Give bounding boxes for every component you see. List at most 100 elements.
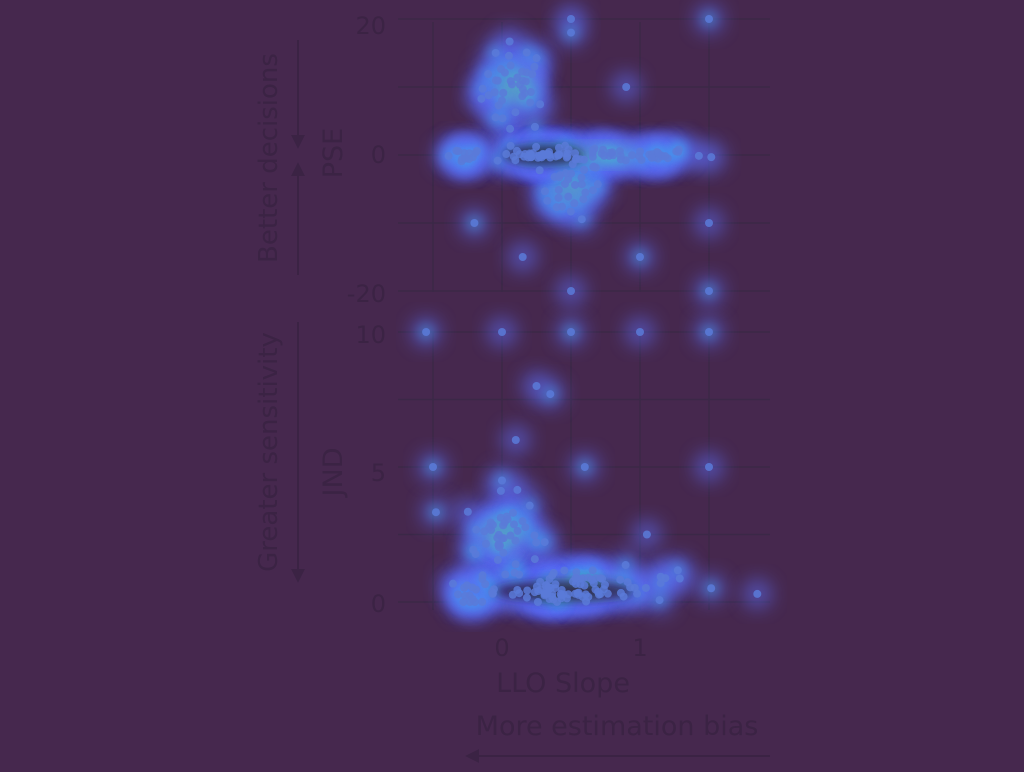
jnd-point-120: [481, 580, 490, 589]
jnd-point-122: [459, 598, 468, 606]
jnd-point-0: [525, 501, 534, 510]
pse-point-14: [532, 54, 541, 63]
pse-point-165: [539, 150, 548, 159]
jnd-point-66: [588, 566, 597, 575]
pse-point-30: [522, 48, 531, 57]
pse-point-27: [528, 70, 537, 79]
jnd-point-153: [636, 328, 644, 336]
pse-point-15: [530, 62, 539, 71]
pse-point-172: [705, 287, 713, 295]
jnd-point-157: [511, 436, 520, 444]
pse-point-12: [526, 98, 535, 107]
pse-point-37: [520, 89, 529, 98]
pse-point-113: [694, 151, 703, 160]
jnd-point-146: [557, 591, 566, 600]
pse-point-120: [609, 151, 618, 160]
jnd-point-44: [518, 517, 527, 526]
pse-point-48: [577, 215, 586, 224]
pse-point-96: [502, 150, 511, 159]
pse-point-46: [543, 196, 552, 205]
pse-point-16: [506, 77, 515, 86]
jnd-point-150: [422, 328, 431, 336]
pse-tick-middle: 0: [371, 141, 386, 169]
jnd-point-93: [661, 574, 670, 583]
pse-point-170: [636, 253, 644, 261]
jnd-point-24: [472, 525, 481, 534]
pse-point-0: [506, 61, 515, 70]
jnd-point-161: [642, 530, 651, 539]
density-layer: [411, 4, 773, 617]
pse-point-53: [535, 166, 544, 175]
jnd-point-19: [530, 555, 539, 564]
pse-point-38: [491, 48, 500, 57]
jnd-point-100: [589, 579, 598, 588]
jnd-point-89: [599, 585, 608, 594]
pse-point-51: [561, 179, 570, 188]
jnd-point-107: [536, 577, 545, 586]
pse-point-25: [505, 37, 514, 46]
jnd-point-128: [478, 597, 487, 606]
pse-point-52: [554, 185, 563, 194]
jnd-point-114: [576, 580, 585, 589]
pse-point-137: [471, 148, 480, 157]
jnd-point-12: [506, 531, 515, 540]
pse-point-174: [470, 219, 479, 227]
jnd-point-135: [508, 590, 517, 599]
jnd-point-162: [498, 476, 506, 485]
pse-point-49: [554, 193, 563, 202]
grid-lines: [398, 18, 770, 610]
pse-point-169: [518, 253, 527, 261]
pse-point-163: [524, 153, 533, 162]
pse-point-118: [628, 151, 637, 160]
jnd-point-3: [499, 548, 508, 557]
pse-point-138: [465, 149, 474, 158]
jnd-point-149: [522, 593, 531, 602]
pse-point-41: [564, 192, 573, 201]
pse-point-92: [571, 149, 580, 158]
pse-point-139: [454, 147, 463, 156]
pse-point-124: [654, 148, 663, 157]
pse-point-66: [552, 203, 561, 212]
pse-point-61: [580, 165, 589, 174]
jnd-axis-title: JND: [318, 448, 349, 499]
jnd-point-96: [510, 568, 519, 577]
x-tick-1: 1: [632, 634, 647, 662]
pse-point-33: [521, 77, 530, 86]
jnd-point-142: [549, 595, 558, 604]
jnd-point-94: [621, 561, 630, 570]
jnd-point-40: [469, 545, 478, 554]
pse-point-10: [526, 88, 535, 97]
jnd-point-160: [429, 463, 437, 471]
jnd-point-144: [541, 589, 550, 598]
jnd-tick-bottom: 0: [371, 590, 386, 618]
pse-point-168: [705, 15, 713, 23]
jnd-point-91: [548, 571, 557, 580]
jnd-point-124: [454, 590, 463, 599]
pse-point-176: [567, 28, 575, 37]
pse-point-57: [577, 180, 586, 189]
pse-point-39: [536, 100, 545, 109]
pse-point-79: [707, 153, 716, 162]
scatter-points: [422, 15, 762, 606]
jnd-tick-top: 10: [355, 321, 386, 349]
pse-point-129: [616, 151, 625, 160]
pse-point-175: [622, 83, 631, 91]
jnd-point-8: [431, 508, 440, 517]
greater-sensitivity-label: Greater sensitivity: [254, 332, 284, 572]
jnd-point-71: [523, 586, 532, 595]
pse-point-54: [570, 199, 579, 208]
pse-point-91: [588, 147, 597, 156]
pse-tick-top: 20: [355, 12, 386, 40]
jnd-point-129: [463, 581, 472, 590]
pse-point-28: [491, 113, 500, 122]
jnd-point-70: [673, 566, 682, 575]
pse-point-98: [532, 142, 541, 151]
jnd-point-108: [623, 578, 632, 587]
jnd-point-75: [619, 592, 628, 601]
jnd-point-26: [508, 508, 517, 517]
pse-point-64: [571, 180, 580, 189]
pse-point-101: [599, 145, 608, 154]
jnd-point-77: [448, 579, 457, 588]
jnd-point-154: [705, 328, 713, 336]
